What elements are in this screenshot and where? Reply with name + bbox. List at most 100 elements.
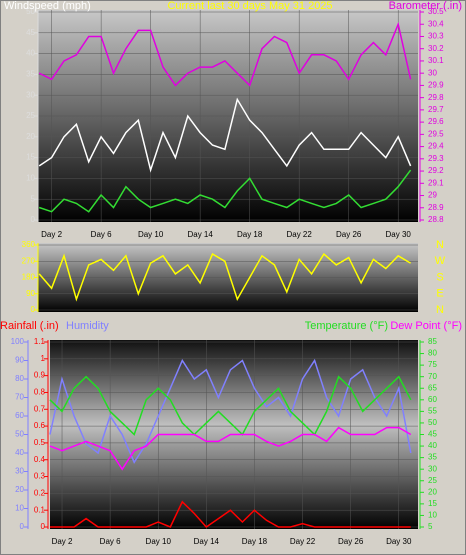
tick-label: 5 <box>31 194 36 203</box>
series-line <box>38 252 411 302</box>
x-tick-label: Day 14 <box>187 230 213 239</box>
tick-label: 29.4 <box>428 142 444 151</box>
tick-label: 0 <box>20 522 25 531</box>
tick-label: 29.1 <box>428 178 444 187</box>
tick-label: 10 <box>428 511 437 520</box>
x-tick-label: Day 18 <box>242 537 268 546</box>
tick-label: 50 <box>428 418 437 427</box>
tick-label: 15 <box>26 153 35 162</box>
series-line <box>38 169 412 213</box>
tick-label: 0.1 <box>34 505 46 514</box>
tick-label: 0.7 <box>34 404 46 413</box>
series-label: Humidity <box>66 320 109 332</box>
tick-label: 70 <box>15 393 24 402</box>
tick-label: 100 <box>11 337 25 346</box>
tick-label: 29 <box>428 191 437 200</box>
tick-label: 29.9 <box>428 81 444 90</box>
tick-label: 0.3 <box>34 472 46 481</box>
tick-label: 90 <box>15 356 24 365</box>
tick-label: 55 <box>428 406 437 415</box>
tick-label: 30.5 <box>428 7 444 16</box>
tick-label: 80 <box>428 349 437 358</box>
tick-label: 35 <box>26 70 35 79</box>
x-tick-label: Day 2 <box>41 230 62 239</box>
tick-label: 29.7 <box>428 105 444 114</box>
x-tick-label: Day 14 <box>194 537 220 546</box>
tick-label: 0 <box>31 215 36 224</box>
tick-label: 30 <box>26 90 35 99</box>
tick-label: 0.8 <box>34 388 46 397</box>
series-line <box>49 358 412 464</box>
tick-label: W <box>435 255 446 267</box>
tick-label: 60 <box>428 395 437 404</box>
tick-label: 1.1 <box>34 337 46 346</box>
x-tick-label: Day 30 <box>386 230 412 239</box>
tick-label: 29.3 <box>428 154 444 163</box>
tick-label: 30.3 <box>428 32 444 41</box>
tick-label: 35 <box>428 453 437 462</box>
x-tick-label: Day 10 <box>146 537 172 546</box>
series-line <box>38 21 412 87</box>
tick-label: 10 <box>15 504 24 513</box>
x-tick-label: Day 6 <box>91 230 112 239</box>
tick-label: 25 <box>428 476 437 485</box>
tick-label: 85 <box>428 337 437 346</box>
tick-label: 20 <box>26 132 35 141</box>
tick-label: 50 <box>26 7 35 16</box>
tick-label: 30.2 <box>428 44 444 53</box>
tick-label: 70 <box>428 372 437 381</box>
series-label: Rainfall (.in) <box>0 320 59 332</box>
tick-label: 360 <box>22 240 36 249</box>
tick-label: 45 <box>428 430 437 439</box>
tick-label: 29.2 <box>428 166 444 175</box>
tick-label: 40 <box>26 49 35 58</box>
tick-label: 30.4 <box>428 19 444 28</box>
x-tick-label: Day 10 <box>138 230 164 239</box>
series-line <box>50 500 411 528</box>
tick-label: N <box>436 304 444 316</box>
tick-label: 0.5 <box>34 438 46 447</box>
series-label: Temperature (°F) <box>305 320 388 332</box>
tick-label: 90 <box>26 289 35 298</box>
x-tick-label: Day 26 <box>338 537 364 546</box>
tick-label: 75 <box>428 360 437 369</box>
tick-label: 50 <box>15 430 24 439</box>
tick-label: 5 <box>428 522 433 531</box>
x-tick-label: Day 6 <box>100 537 121 546</box>
x-tick-label: Day 22 <box>286 230 312 239</box>
tick-label: 20 <box>15 485 24 494</box>
series-line <box>38 97 412 173</box>
x-tick-label: Day 26 <box>336 230 362 239</box>
series-line <box>49 375 412 436</box>
tick-label: 270 <box>22 256 36 265</box>
tick-label: 65 <box>428 383 437 392</box>
tick-label: 15 <box>428 499 437 508</box>
tick-label: 1 <box>41 354 46 363</box>
tick-label: 0.6 <box>34 421 46 430</box>
tick-label: 29.8 <box>428 93 444 102</box>
tick-label: 20 <box>428 487 437 496</box>
tick-label: 60 <box>15 411 24 420</box>
tick-label: 30 <box>15 467 24 476</box>
x-tick-label: Day 30 <box>386 537 412 546</box>
tick-label: 29.5 <box>428 129 444 138</box>
tick-label: 28.8 <box>428 215 444 224</box>
x-tick-label: Day 18 <box>237 230 263 239</box>
tick-label: 180 <box>22 273 36 282</box>
series-label: Windspeed (mph) <box>4 0 91 12</box>
tick-label: 0.9 <box>34 371 46 380</box>
x-tick-label: Day 2 <box>52 537 73 546</box>
tick-label: 30.1 <box>428 56 444 65</box>
tick-label: 30 <box>428 464 437 473</box>
x-tick-label: Day 22 <box>290 537 316 546</box>
tick-label: 29.6 <box>428 117 444 126</box>
tick-label: 0 <box>31 305 36 314</box>
tick-label: 80 <box>15 374 24 383</box>
tick-label: 25 <box>26 111 35 120</box>
series-label: Dew Point (°F) <box>390 320 462 332</box>
series-label: Barometer (.in) <box>389 0 462 12</box>
series-line <box>49 426 412 471</box>
tick-label: 40 <box>15 448 24 457</box>
tick-label: 30 <box>428 68 437 77</box>
